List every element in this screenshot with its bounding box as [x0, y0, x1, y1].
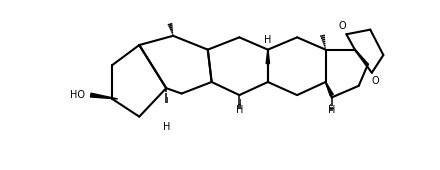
Text: HO: HO: [70, 90, 85, 100]
Text: H: H: [264, 35, 271, 45]
Polygon shape: [266, 50, 270, 64]
Text: H: H: [328, 105, 335, 115]
Text: O: O: [339, 21, 346, 31]
Text: H: H: [162, 122, 170, 132]
Text: H: H: [236, 105, 243, 115]
Polygon shape: [91, 93, 118, 99]
Polygon shape: [326, 82, 333, 96]
Text: O: O: [372, 76, 379, 86]
